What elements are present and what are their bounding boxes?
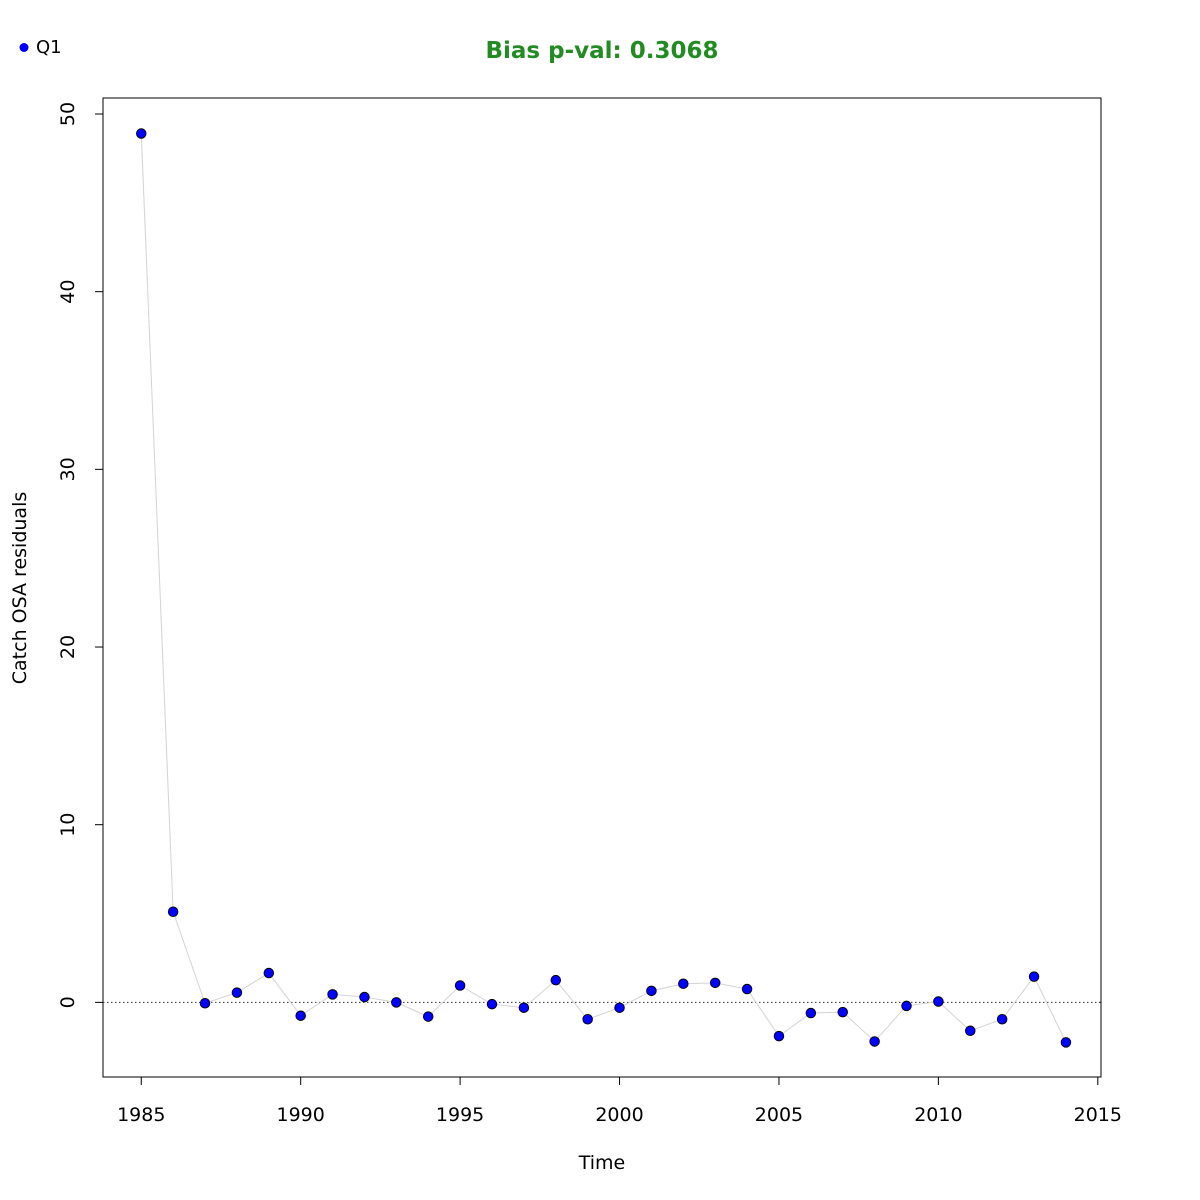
x-tick-label: 1990 [277, 1104, 325, 1126]
series-line [140, 133, 1067, 1043]
data-point [582, 1014, 593, 1025]
data-point [295, 1010, 306, 1021]
y-tick-label: 50 [57, 102, 79, 126]
data-point [709, 977, 721, 989]
data-point [199, 998, 211, 1009]
y-tick-label: 40 [57, 280, 79, 304]
x-tick-label: 2015 [1074, 1104, 1122, 1126]
data-point [391, 997, 402, 1008]
series-q1 [136, 128, 1072, 1048]
data-point [167, 906, 179, 918]
data-point [422, 1011, 434, 1022]
plot-frame [102, 97, 1102, 1078]
data-point [486, 998, 498, 1010]
data-point [136, 128, 147, 139]
x-ticks: 1985 1990 1995 2000 2005 2010 2015 [117, 1077, 1122, 1126]
data-point [231, 987, 243, 998]
data-point [837, 1006, 848, 1018]
y-tick-label: 20 [57, 635, 79, 659]
data-point [359, 991, 370, 1003]
y-ticks: 0 10 20 30 40 50 [57, 102, 103, 1008]
data-point [933, 996, 944, 1007]
x-axis-title: Time [578, 1152, 626, 1174]
data-point [741, 983, 753, 995]
x-tick-label: 1995 [436, 1104, 484, 1126]
x-tick-label: 2010 [914, 1104, 962, 1126]
data-point [614, 1002, 625, 1013]
data-point [773, 1030, 785, 1042]
data-point [996, 1014, 1008, 1025]
data-point [454, 980, 466, 991]
data-point [550, 974, 562, 986]
chart-title: Bias p-val: 0.3068 [486, 38, 719, 64]
data-point [518, 1002, 530, 1013]
y-tick-label: 30 [57, 457, 79, 481]
x-tick-label: 2005 [755, 1104, 803, 1126]
legend: Q1 [19, 37, 62, 58]
data-point [327, 989, 338, 1000]
data-point [1028, 971, 1040, 982]
data-point [263, 967, 275, 979]
y-axis-title: Catch OSA residuals [9, 492, 31, 684]
x-tick-label: 2000 [595, 1104, 643, 1126]
data-point [678, 978, 689, 989]
data-point [1060, 1037, 1072, 1048]
data-point [901, 1000, 912, 1012]
y-tick-label: 10 [57, 813, 79, 837]
data-point [965, 1025, 976, 1037]
legend-marker [19, 43, 29, 52]
legend-label: Q1 [36, 37, 62, 58]
x-tick-label: 1985 [117, 1104, 165, 1126]
data-point [805, 1007, 817, 1019]
data-point [646, 985, 657, 997]
data-point [869, 1036, 880, 1047]
y-tick-label: 0 [57, 996, 79, 1008]
